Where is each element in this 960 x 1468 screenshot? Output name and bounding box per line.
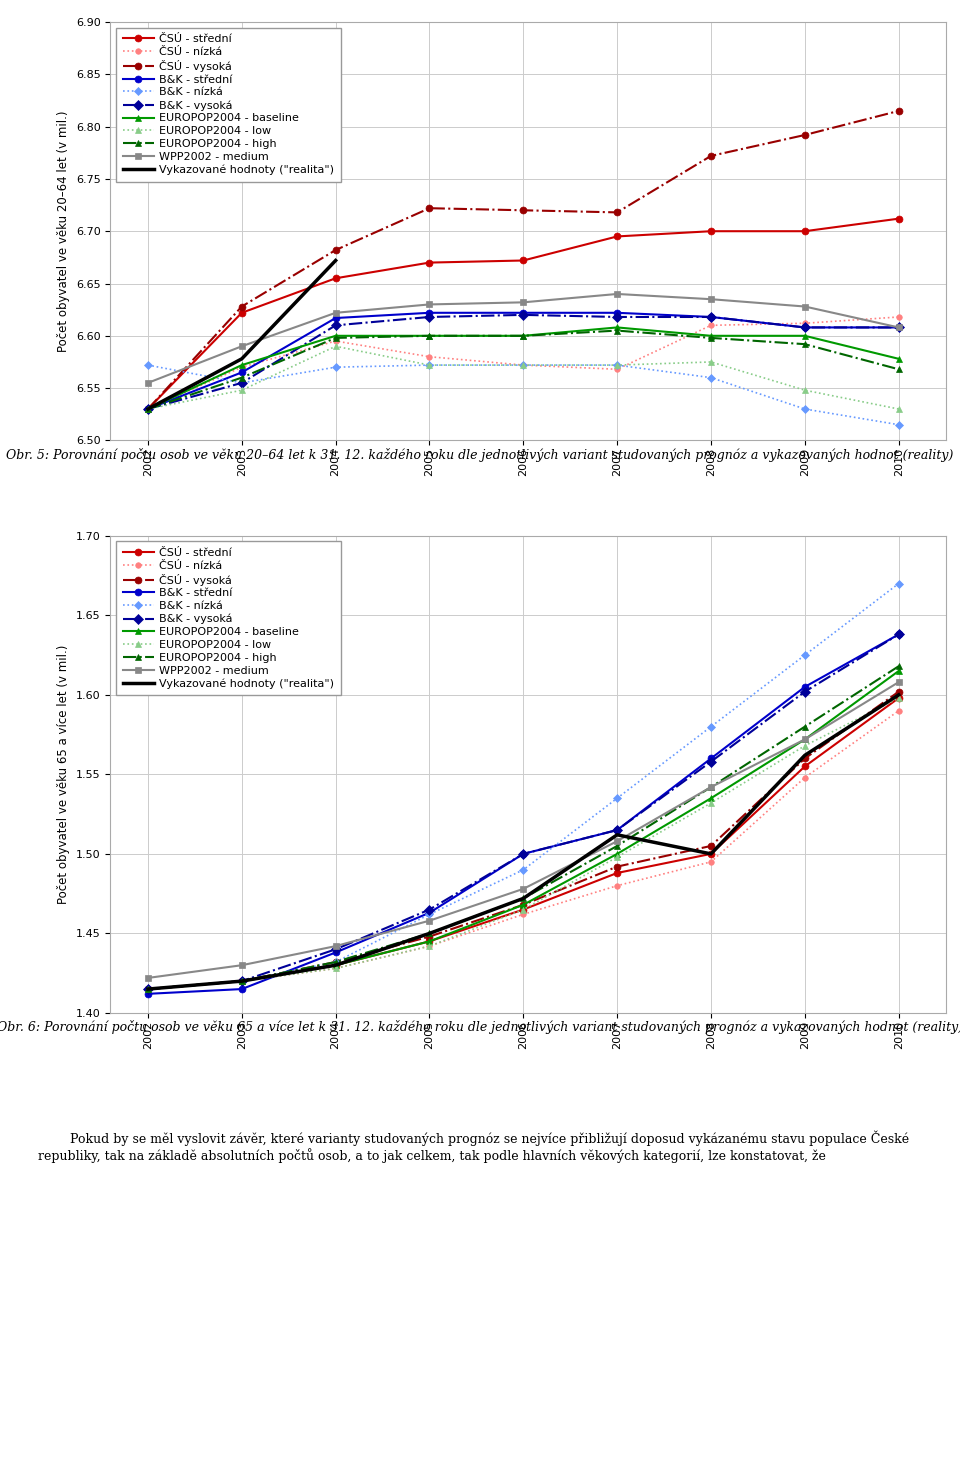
Text: Pokud by se měl vyslovit závěr, které varianty studovaných prognóz se nejvíce př: Pokud by se měl vyslovit závěr, které va…: [38, 1130, 909, 1163]
Legend: ČSÚ - střední, ČSÚ - nízká, ČSÚ - vysoká, B&K - střední, B&K - nízká, B&K - vyso: ČSÚ - střední, ČSÚ - nízká, ČSÚ - vysoká…: [116, 28, 341, 182]
Text: Obr. 5: Porovnání počtu osob ve věku 20–64 let k 31. 12. každého roku dle jednot: Obr. 5: Porovnání počtu osob ve věku 20–…: [7, 448, 953, 462]
Legend: ČSÚ - střední, ČSÚ - nízká, ČSÚ - vysoká, B&K - střední, B&K - nízká, B&K - vyso: ČSÚ - střední, ČSÚ - nízká, ČSÚ - vysoká…: [116, 542, 341, 696]
Y-axis label: Počet obyvatel ve věku 65 a více let (v mil.): Počet obyvatel ve věku 65 a více let (v …: [58, 644, 70, 904]
Y-axis label: Počet obyvatel ve věku 20–64 let (v mil.): Počet obyvatel ve věku 20–64 let (v mil.…: [58, 110, 70, 352]
Text: Obr. 6: Porovnání počtu osob ve věku 65 a více let k 31. 12. každého roku dle je: Obr. 6: Porovnání počtu osob ve věku 65 …: [0, 1020, 960, 1035]
